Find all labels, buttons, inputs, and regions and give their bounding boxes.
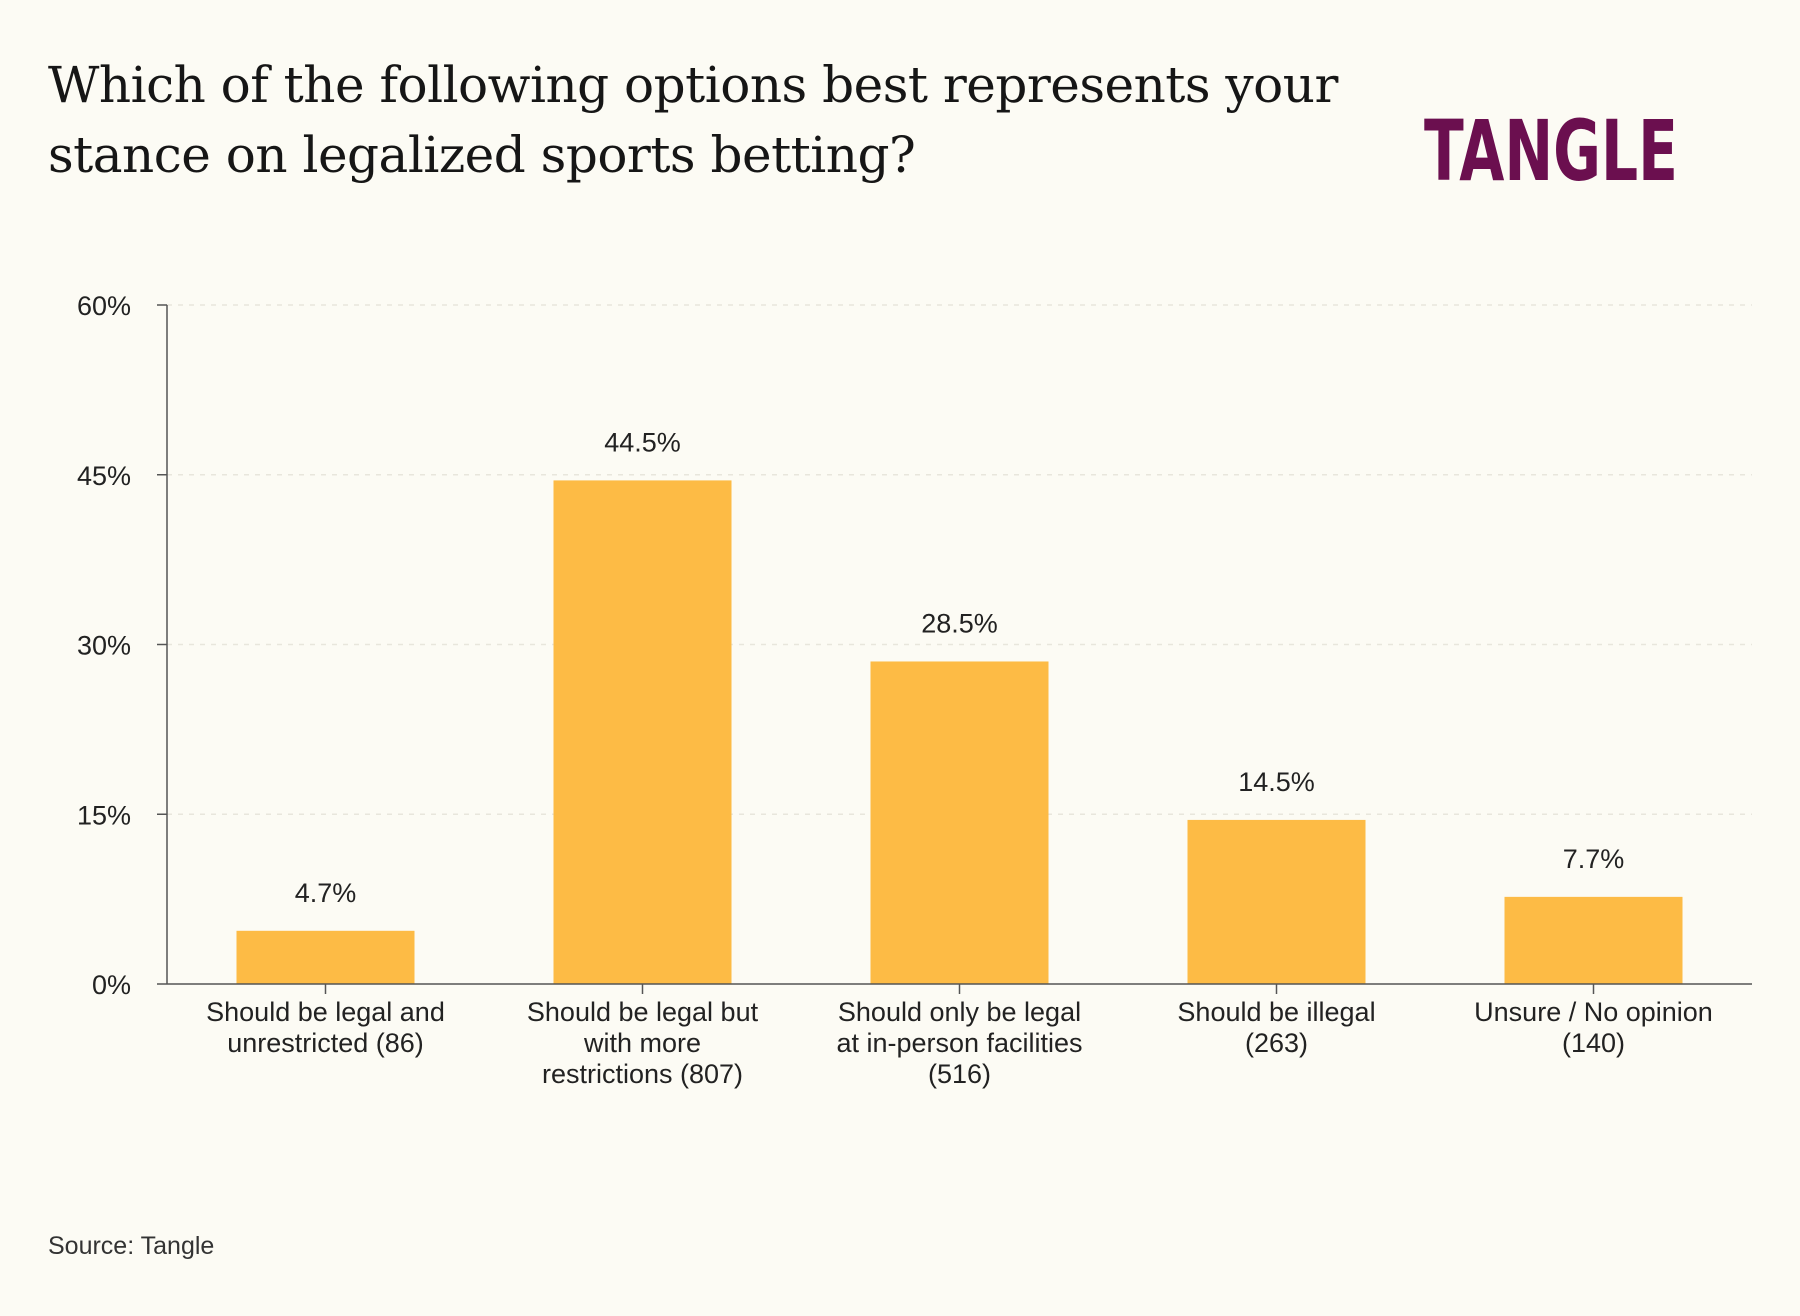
data-label: 44.5% [604,427,681,457]
bar [553,480,732,984]
category-label-line: (263) [1245,1028,1308,1058]
bar [236,930,415,984]
source-note: Source: Tangle [48,1232,215,1260]
category-label-line: Should be legal and [206,997,445,1027]
category-label-line: Should only be legal [838,997,1081,1027]
category-label-line: restrictions (807) [542,1059,743,1089]
labels: 0% 15% 30% 45% 60% 4.7% Should be legal and unr… [77,291,1713,1089]
data-label: 7.7% [1563,844,1625,874]
y-tick-label: 45% [77,461,131,491]
tangle-logo: TANGLE [1424,104,1678,190]
gridlines [167,304,1752,815]
category-label-line: (140) [1562,1028,1625,1058]
axes [157,304,1752,994]
bar [870,661,1049,984]
chart-title: Which of the following options best repr… [48,56,1338,184]
category-label: Should be legal and unrestricted (86) [206,997,445,1058]
data-label: 4.7% [295,878,357,908]
y-tick-label: 0% [92,970,131,1000]
category-label-line: (516) [928,1059,991,1089]
y-tick-label: 60% [77,291,131,321]
category-label: Should be illegal (263) [1177,997,1375,1058]
category-label: Unsure / No opinion (140) [1474,997,1713,1058]
category-label-line: Unsure / No opinion [1474,997,1713,1027]
category-label: Should be legal but with more restrictions… [527,997,759,1089]
category-label-line: Should be legal but [527,997,759,1027]
category-label-line: Should be illegal [1177,997,1375,1027]
bar [1187,819,1366,984]
bars [236,480,1683,984]
category-label-line: at in-person facilities [836,1028,1082,1058]
y-tick-label: 30% [77,631,131,661]
data-label: 28.5% [921,608,998,638]
y-tick-label: 15% [77,800,131,830]
category-label: Should only be legal at in-person facilit… [836,997,1082,1089]
category-label-line: with more [583,1028,701,1058]
category-label-line: unrestricted (86) [227,1028,424,1058]
bar [1504,896,1683,984]
data-label: 14.5% [1238,767,1315,797]
logo-wordmark: TANGLE [1424,104,1678,190]
